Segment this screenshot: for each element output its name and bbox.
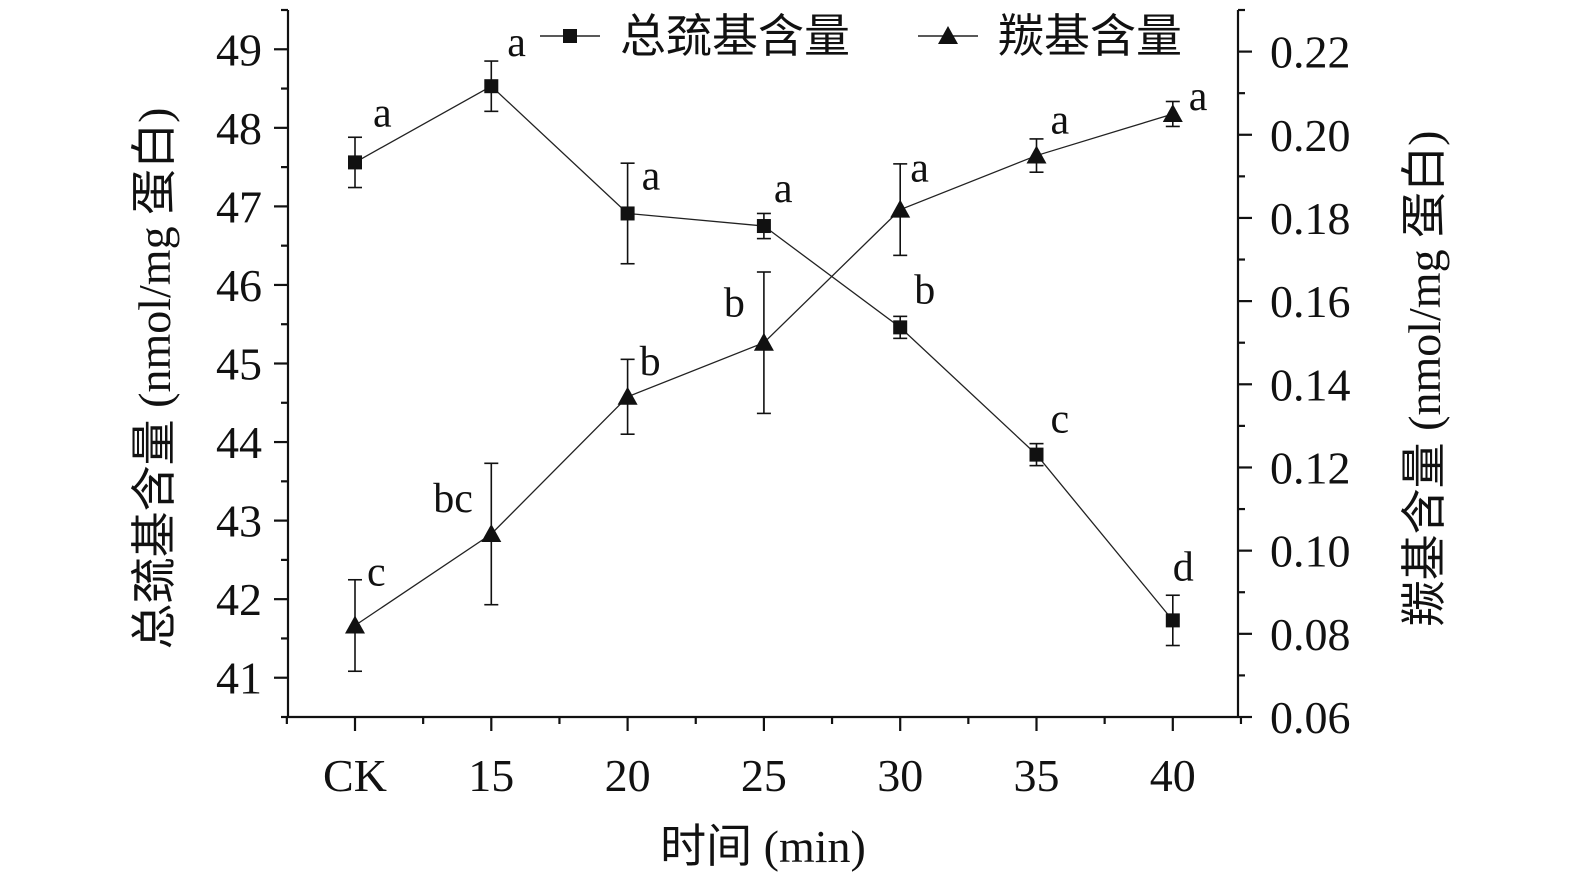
- data-point-square: [484, 79, 499, 94]
- significance-label: a: [642, 153, 661, 199]
- data-point-square: [1165, 613, 1180, 628]
- y-right-tick-label: 0.22: [1270, 27, 1351, 78]
- x-axis-title: 时间 (min): [660, 821, 866, 872]
- y-right-tick-label: 0.06: [1270, 692, 1351, 743]
- significance-label: b: [640, 339, 661, 385]
- y-right-tick-label: 0.16: [1270, 276, 1351, 327]
- significance-label: b: [724, 281, 745, 327]
- significance-label: a: [373, 90, 392, 136]
- y-right-tick-label: 0.10: [1270, 526, 1351, 577]
- data-point-triangle: [345, 615, 365, 634]
- data-point-square: [893, 320, 908, 335]
- data-point-triangle: [1026, 145, 1047, 164]
- y-right-tick-label: 0.14: [1270, 359, 1351, 410]
- legend-marker-square: [563, 29, 577, 43]
- legend: 总巯基含量 羰基含量: [540, 11, 1182, 62]
- data-point-square: [620, 206, 635, 221]
- x-tick-label: 25: [741, 750, 787, 801]
- y-left-tick-label: 41: [216, 653, 262, 704]
- significance-label: d: [1173, 544, 1194, 590]
- y-left-tick-label: 47: [216, 181, 262, 232]
- legend-marker-triangle: [938, 26, 958, 44]
- data-point-triangle: [753, 332, 774, 351]
- significance-label: a: [774, 166, 793, 212]
- data-point-triangle: [890, 199, 911, 218]
- axes: 41 42 43 44 45 46 47 48 49 0.06 0.08 0.10 0.12 0.14 0.…: [216, 8, 1351, 801]
- significance-label: a: [910, 146, 929, 192]
- significance-label: a: [1051, 98, 1070, 144]
- y-axis-right-title: 羰基含量 (nmol/mg 蛋白): [1399, 131, 1450, 627]
- x-tick-label: 35: [1014, 750, 1060, 801]
- y-left-tick-label: 46: [216, 260, 262, 311]
- y-left-tick-label: 48: [216, 103, 262, 154]
- y-left-tick-label: 44: [216, 417, 262, 468]
- significance-label: a: [1189, 74, 1208, 120]
- legend-label: 羰基含量: [998, 11, 1182, 62]
- data-point-triangle: [617, 386, 638, 405]
- significance-label: c: [367, 550, 386, 596]
- y-right-tick-label: 0.12: [1270, 442, 1351, 493]
- data-point-triangle: [481, 524, 502, 543]
- data-point-square: [1029, 447, 1044, 462]
- significance-label: a: [507, 20, 526, 66]
- data-point-square: [756, 219, 771, 234]
- y-left-tick-label: 43: [216, 496, 262, 547]
- y-left-tick-label: 45: [216, 339, 262, 390]
- x-tick-label: 30: [877, 750, 923, 801]
- significance-label: bc: [433, 476, 473, 522]
- legend-label: 总巯基含量: [620, 11, 850, 62]
- x-tick-label: 20: [605, 750, 651, 801]
- data-point-triangle: [1162, 103, 1183, 122]
- y-right-tick-label: 0.20: [1270, 110, 1351, 161]
- y-left-tick-label: 42: [216, 574, 262, 625]
- y-right-tick-label: 0.18: [1270, 193, 1351, 244]
- x-tick-label: 40: [1150, 750, 1196, 801]
- significance-label: b: [914, 267, 935, 313]
- data-point-square: [348, 155, 362, 170]
- x-tick-label: CK: [323, 750, 387, 801]
- y-right-tick-label: 0.08: [1270, 609, 1351, 660]
- y-axis-left-title: 总巯基含量 (nmol/mg 蛋白): [129, 108, 180, 650]
- y-left-tick-label: 49: [216, 24, 262, 75]
- x-tick-label: 15: [468, 750, 514, 801]
- significance-label: c: [1051, 397, 1070, 443]
